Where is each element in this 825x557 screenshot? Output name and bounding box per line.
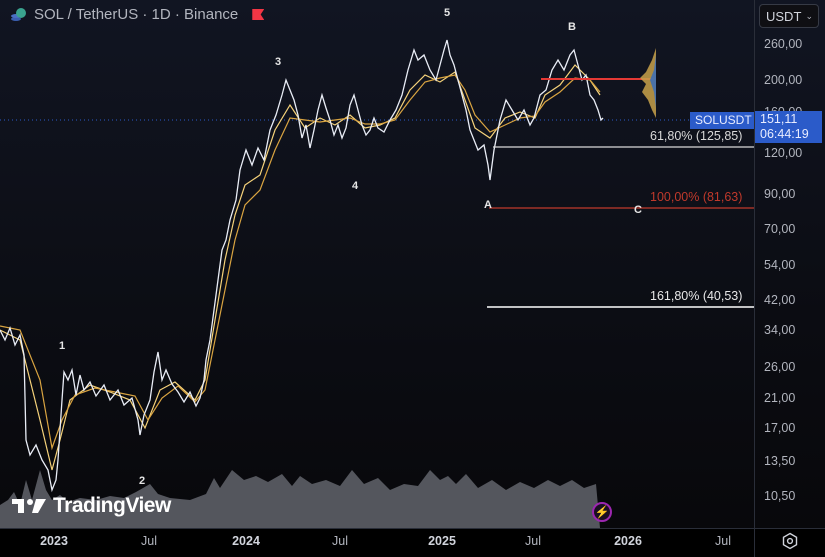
time-label: 2026 xyxy=(614,534,642,548)
price-tick: 13,50 xyxy=(764,454,796,468)
wave-label-2: 2 xyxy=(138,475,146,487)
wave-label-c: C xyxy=(634,204,642,216)
fib-618-label: 61,80% (125,85) xyxy=(650,129,743,143)
fib-1618-label: 161,80% (40,53) xyxy=(650,289,743,303)
time-label: 2025 xyxy=(428,534,456,548)
tradingview-logo: TradingView xyxy=(12,494,171,518)
last-price-badge: 151,11 06:44:19 xyxy=(755,111,822,143)
price-tick: 17,00 xyxy=(764,421,796,435)
price-tick: 42,00 xyxy=(764,293,796,307)
currency-selector[interactable]: USDT ⌄ xyxy=(759,4,819,28)
price-tick: 120,00 xyxy=(764,146,803,160)
time-label: Jul xyxy=(715,534,731,548)
wave-label-4: 4 xyxy=(351,180,359,192)
symbol-price-label: SOLUSDT xyxy=(690,112,757,129)
price-tick: 21,00 xyxy=(764,391,796,405)
time-label: Jul xyxy=(525,534,541,548)
time-label: 2023 xyxy=(40,534,68,548)
bar-countdown: 06:44:19 xyxy=(760,127,809,141)
lightning-icon[interactable]: ⚡ xyxy=(592,502,612,522)
price-line xyxy=(0,39,604,493)
chart-pane[interactable]: SOL / TetherUS · 1D · Binance 1 2 3 4 5 … xyxy=(0,0,757,528)
price-tick: 260,00 xyxy=(764,37,803,51)
wave-label-5: 5 xyxy=(443,7,451,19)
wave-label-1: 1 xyxy=(58,340,66,352)
volume-histogram xyxy=(0,470,600,528)
price-tick: 54,00 xyxy=(764,258,796,272)
ma-slow-line xyxy=(0,74,601,451)
tradingview-mark-icon xyxy=(12,499,46,513)
red-flag-icon[interactable] xyxy=(252,9,265,20)
symbol-title: SOL / TetherUS · 1D · Binance xyxy=(34,6,239,23)
price-tick: 10,50 xyxy=(764,489,796,503)
wave-label-a: A xyxy=(484,199,492,211)
chevron-down-icon: ⌄ xyxy=(805,10,813,21)
time-label: Jul xyxy=(141,534,157,548)
stacked-coins-icon xyxy=(10,7,28,23)
time-label: Jul xyxy=(332,534,348,548)
price-tick: 90,00 xyxy=(764,187,796,201)
price-tick: 200,00 xyxy=(764,73,803,87)
price-tick: 34,00 xyxy=(764,323,796,337)
tradingview-logo-text: TradingView xyxy=(53,494,171,517)
gear-icon[interactable] xyxy=(781,532,799,550)
time-label: 2024 xyxy=(232,534,260,548)
wave-label-3: 3 xyxy=(274,56,282,68)
time-axis[interactable] xyxy=(0,528,754,557)
price-tick: 26,00 xyxy=(764,360,796,374)
symbol-header[interactable]: SOL / TetherUS · 1D · Binance xyxy=(10,6,265,23)
price-tick: 70,00 xyxy=(764,222,796,236)
currency-value: USDT xyxy=(766,8,802,24)
wave-label-b: B xyxy=(568,21,576,33)
axis-corner xyxy=(754,528,825,557)
fib-100-label: 100,00% (81,63) xyxy=(650,190,743,204)
price-chart-canvas[interactable] xyxy=(0,0,754,528)
last-price-value: 151,11 xyxy=(760,112,798,126)
volume-profile xyxy=(640,48,656,118)
price-axis[interactable] xyxy=(754,0,825,528)
